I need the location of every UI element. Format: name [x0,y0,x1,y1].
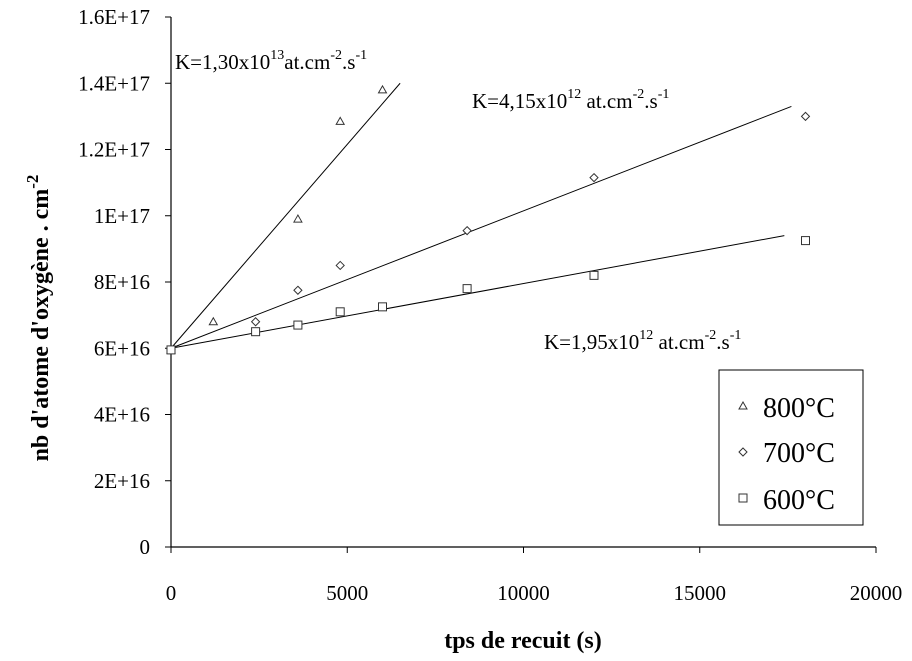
x-tick-label: 5000 [326,581,368,605]
y-axis-title: nb d'atome d'oxygène . cm-2 [23,175,54,462]
legend-marker-diamond [738,447,748,457]
y-tick-label: 1.6E+17 [78,5,150,29]
fit-line-triangle [170,82,401,349]
y-tick-label: 4E+16 [94,403,150,427]
data-point-diamond [462,225,472,236]
fit-lines [170,82,792,349]
data-point-triangle [335,116,346,125]
data-point-diamond [293,285,303,295]
y-tick-label: 6E+16 [94,336,150,360]
y-tick-label: 0 [140,535,151,559]
data-point-diamond [589,172,599,183]
data-point-square [251,327,261,337]
x-tick-label: 15000 [674,581,727,605]
x-tick-label: 10000 [497,581,550,605]
annotation-800: K=1,30x1013at.cm-2.s-1 [175,48,367,74]
data-point-square [378,302,387,312]
x-axis-title: tps de recuit (s) [444,628,602,654]
y-tick-label: 1E+17 [94,204,150,228]
data-point-square [293,320,303,330]
data-point-diamond [800,111,811,122]
x-tick-label: 0 [166,581,177,605]
annotation-700: K=4,15x1012 at.cm-2.s-1 [472,87,669,113]
annotation-600: K=1,95x1012 at.cm-2.s-1 [544,328,741,354]
x-tick-label: 20000 [850,581,903,605]
legend: 800°C 700°C 600°C [718,369,864,526]
data-point-diamond [250,317,261,327]
data-point-diamond [335,260,345,271]
data-point-triangle [293,214,303,223]
legend-markers [738,400,748,503]
fit-line-diamond [170,105,792,349]
data-point-square [462,284,472,294]
data-point-square [166,345,176,355]
y-tick-label: 2E+16 [94,469,150,493]
data-point-square [589,270,599,280]
data-point-triangle [377,84,388,94]
legend-label-800: 800°C [763,393,835,424]
legend-marker-triangle [738,400,748,410]
y-tick-label: 8E+16 [94,270,150,294]
fit-line-square [170,235,785,349]
y-tick-label: 1.4E+17 [78,71,150,95]
data-point-triangle [208,316,219,326]
data-points [166,84,811,355]
legend-marker-square [738,493,748,503]
y-tick-label: 1.2E+17 [78,138,150,162]
legend-label-700: 700°C [763,438,835,469]
data-point-square [335,307,345,317]
data-point-square [801,236,810,246]
axis-ticks: 0 5000 10000 15000 20000 0 2E+16 4E+16 6E+16 8E+1… [78,5,902,605]
legend-label-600: 600°C [763,485,835,516]
